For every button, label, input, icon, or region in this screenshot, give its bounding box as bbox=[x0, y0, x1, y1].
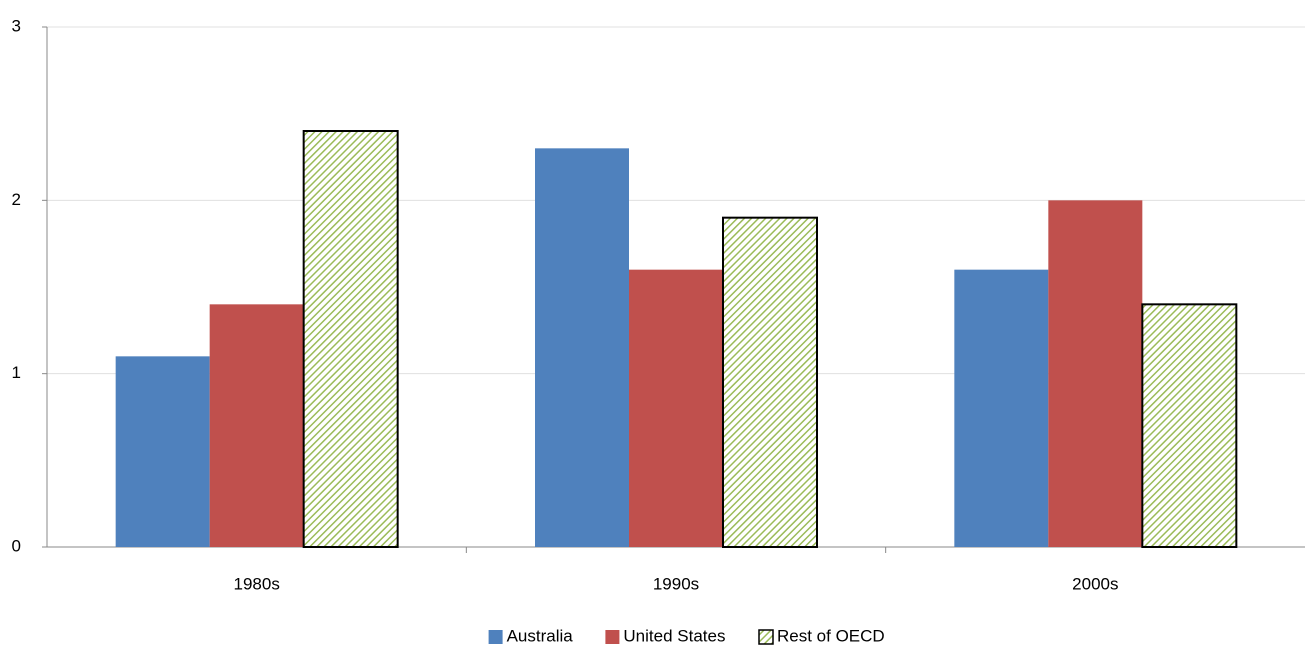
bar bbox=[629, 269, 723, 547]
bar bbox=[954, 269, 1049, 547]
bar bbox=[115, 356, 210, 547]
x-tick-label: 1990s bbox=[653, 574, 699, 593]
bar bbox=[1141, 303, 1238, 549]
x-tick-label: 1980s bbox=[234, 574, 280, 593]
legend-swatch bbox=[758, 629, 774, 645]
bar bbox=[1048, 200, 1143, 548]
legend-label: Rest of OECD bbox=[777, 626, 885, 645]
bar bbox=[209, 304, 304, 547]
y-tick-label: 1 bbox=[12, 363, 21, 382]
bar bbox=[535, 148, 629, 548]
y-tick-label: 0 bbox=[12, 536, 21, 555]
x-tick-label: 2000s bbox=[1072, 574, 1118, 593]
y-tick-label: 3 bbox=[12, 16, 21, 35]
legend-swatch bbox=[488, 630, 503, 644]
bar bbox=[722, 216, 818, 549]
legend-label: Australia bbox=[507, 626, 574, 645]
y-tick-label: 2 bbox=[12, 190, 21, 209]
legend-label: United States bbox=[623, 626, 725, 645]
legend-swatch bbox=[605, 630, 620, 644]
bar bbox=[302, 130, 399, 548]
